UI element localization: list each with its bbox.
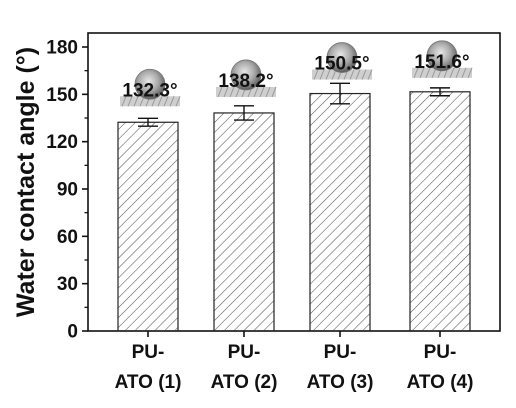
- substrate-texture: [461, 67, 467, 78]
- substrate-texture: [157, 96, 163, 107]
- y-tick-label: 30: [57, 274, 78, 295]
- substrate-texture: [325, 69, 331, 80]
- bar-2: [213, 112, 275, 332]
- droplet-icon: [426, 40, 458, 72]
- substrate-icon: [216, 86, 276, 97]
- substrate-texture: [467, 67, 473, 78]
- y-axis-label: Water contact angle (°): [12, 47, 40, 317]
- substrate-texture: [169, 96, 175, 107]
- x-tick-label-1: ATO (1): [115, 372, 182, 393]
- droplet-icon: [134, 68, 166, 100]
- data-label-2: 138.2°: [218, 71, 273, 92]
- substrate-texture: [313, 69, 319, 80]
- plot-frame: [87, 32, 501, 332]
- x-axis: PU- ATO (1) PU- ATO (2) PU- ATO (3) PU- ATO (4): [115, 331, 474, 393]
- y-tick-label: 150: [46, 85, 78, 106]
- droplet-icon: [230, 59, 262, 91]
- substrate-texture: [413, 67, 419, 78]
- substrate-texture: [265, 86, 271, 98]
- y-tick-label: 120: [46, 132, 78, 153]
- substrate-texture: [175, 96, 181, 107]
- x-tick-label-2: PU-: [228, 342, 261, 363]
- droplet-image-4: [412, 40, 473, 78]
- x-tick-label-1: PU-: [132, 342, 165, 363]
- substrate-texture: [455, 67, 461, 78]
- droplet-icon: [326, 42, 358, 73]
- y-tick-label: 0: [67, 322, 78, 343]
- substrate-texture: [425, 67, 431, 78]
- y-tick-label: 60: [57, 227, 78, 248]
- substrate-icon: [312, 69, 372, 80]
- substrate-texture: [361, 69, 367, 80]
- bar-1: [117, 121, 179, 332]
- bars-group: 132.3° 138.2° 150.5° 151.6°: [117, 40, 473, 332]
- substrate-texture: [133, 96, 139, 107]
- substrate-texture: [449, 67, 455, 78]
- substrate-icon: [120, 96, 180, 107]
- data-label-1: 132.3°: [122, 80, 177, 101]
- data-label-3: 150.5°: [314, 54, 369, 75]
- substrate-texture: [127, 96, 133, 107]
- substrate-texture: [271, 86, 277, 98]
- substrate-texture: [217, 86, 223, 98]
- bar-4: [409, 91, 471, 332]
- x-tick-label-3: PU-: [324, 342, 357, 363]
- substrate-texture: [419, 67, 425, 78]
- x-tick-label-4: ATO (4): [407, 372, 474, 393]
- x-tick-label-4: PU-: [424, 342, 457, 363]
- substrate-texture: [259, 86, 265, 98]
- substrate-texture: [319, 69, 325, 80]
- data-label-4: 151.6°: [414, 52, 469, 73]
- substrate-texture: [355, 69, 361, 80]
- substrate-texture: [367, 69, 373, 80]
- y-axis: 0 30 60 90 120 150 180: [46, 38, 88, 343]
- substrate-texture: [229, 86, 235, 98]
- y-tick-label: 90: [57, 180, 78, 201]
- substrate-texture: [253, 86, 259, 98]
- substrate-texture: [349, 69, 355, 80]
- substrate-texture: [223, 86, 229, 98]
- x-tick-label-2: ATO (2): [211, 372, 278, 393]
- bar-3: [309, 92, 371, 332]
- substrate-icon: [412, 67, 472, 78]
- y-tick-label: 180: [46, 38, 78, 59]
- substrate-texture: [163, 96, 169, 107]
- droplet-image-1: [120, 68, 181, 107]
- x-tick-label-3: ATO (3): [307, 372, 374, 393]
- substrate-texture: [121, 96, 127, 107]
- droplet-image-3: [312, 42, 373, 80]
- droplet-image-2: [216, 59, 277, 98]
